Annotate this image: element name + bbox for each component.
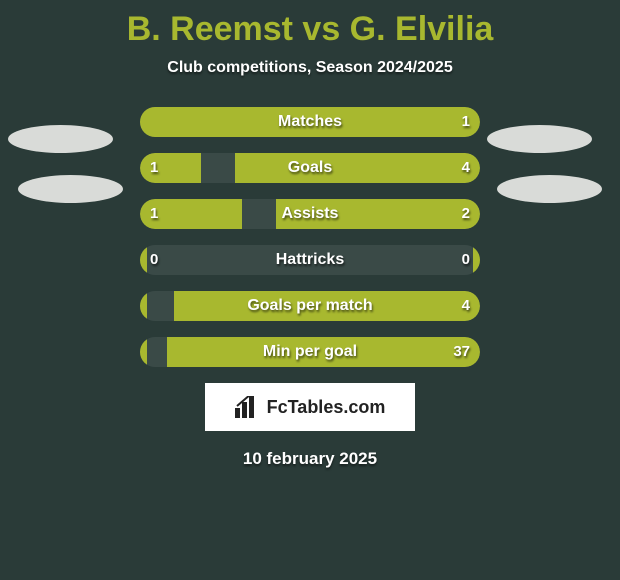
stat-label: Matches bbox=[140, 107, 480, 137]
stat-value-right: 2 bbox=[462, 199, 470, 229]
stat-value-right: 37 bbox=[453, 337, 470, 367]
stats-container: Matches11Goals41Assists20Hattricks0Goals… bbox=[140, 107, 480, 367]
stat-label: Assists bbox=[140, 199, 480, 229]
stat-value-right: 4 bbox=[462, 153, 470, 183]
stat-value-right: 4 bbox=[462, 291, 470, 321]
decor-ellipse bbox=[487, 125, 592, 153]
stat-label: Goals per match bbox=[140, 291, 480, 321]
logo-box: FcTables.com bbox=[205, 383, 415, 431]
stat-row: 0Hattricks0 bbox=[140, 245, 480, 275]
stat-row: Matches1 bbox=[140, 107, 480, 137]
stat-row: Goals per match4 bbox=[140, 291, 480, 321]
page-subtitle: Club competitions, Season 2024/2025 bbox=[0, 59, 620, 77]
stat-row: 1Assists2 bbox=[140, 199, 480, 229]
stat-value-right: 0 bbox=[462, 245, 470, 275]
stat-label: Hattricks bbox=[140, 245, 480, 275]
stat-label: Goals bbox=[140, 153, 480, 183]
chart-icon bbox=[235, 396, 261, 418]
stat-row: 1Goals4 bbox=[140, 153, 480, 183]
decor-ellipse bbox=[18, 175, 123, 203]
date-text: 10 february 2025 bbox=[0, 449, 620, 469]
stat-row: Min per goal37 bbox=[140, 337, 480, 367]
decor-ellipse bbox=[497, 175, 602, 203]
stat-value-right: 1 bbox=[462, 107, 470, 137]
logo-text: FcTables.com bbox=[267, 397, 386, 418]
decor-ellipse bbox=[8, 125, 113, 153]
page-title: B. Reemst vs G. Elvilia bbox=[0, 0, 620, 49]
stat-label: Min per goal bbox=[140, 337, 480, 367]
